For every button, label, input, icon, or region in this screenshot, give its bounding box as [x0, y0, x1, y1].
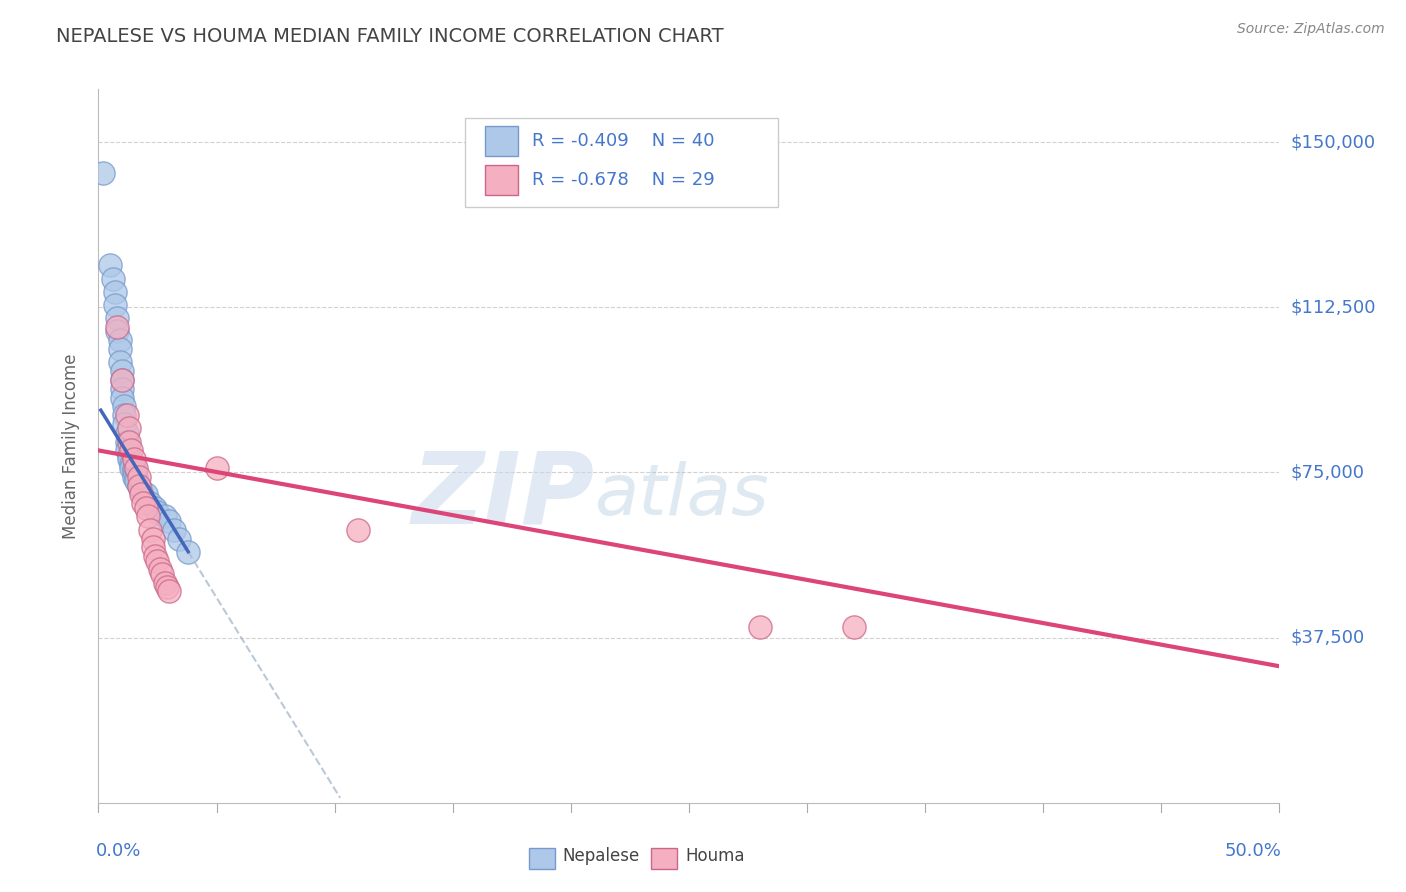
- Text: Source: ZipAtlas.com: Source: ZipAtlas.com: [1237, 22, 1385, 37]
- Text: atlas: atlas: [595, 461, 769, 531]
- Text: R = -0.678    N = 29: R = -0.678 N = 29: [531, 171, 714, 189]
- Point: [128, 478, 150, 492]
- Point: [105, 320, 128, 334]
- FancyBboxPatch shape: [464, 118, 778, 207]
- Point: [142, 532, 165, 546]
- Point: [347, 523, 370, 537]
- Point: [118, 448, 141, 462]
- Point: [108, 333, 131, 347]
- Point: [146, 553, 169, 567]
- Point: [112, 417, 135, 431]
- Point: [129, 487, 152, 501]
- FancyBboxPatch shape: [485, 127, 517, 156]
- Point: [115, 408, 138, 422]
- Point: [844, 619, 866, 633]
- Text: R = -0.409    N = 40: R = -0.409 N = 40: [531, 132, 714, 150]
- Point: [108, 355, 131, 369]
- Point: [748, 619, 770, 633]
- Point: [122, 461, 145, 475]
- Point: [98, 259, 121, 273]
- Point: [125, 470, 148, 484]
- Point: [111, 391, 134, 405]
- Point: [142, 541, 165, 555]
- Point: [150, 566, 173, 581]
- Point: [112, 400, 135, 414]
- Text: 50.0%: 50.0%: [1225, 842, 1282, 860]
- Point: [139, 496, 162, 510]
- FancyBboxPatch shape: [651, 847, 678, 869]
- Point: [143, 500, 166, 515]
- Point: [122, 470, 145, 484]
- Point: [111, 364, 134, 378]
- Point: [122, 452, 145, 467]
- Point: [111, 373, 134, 387]
- Text: $37,500: $37,500: [1291, 629, 1365, 647]
- Point: [115, 425, 138, 440]
- Point: [105, 311, 128, 326]
- Point: [104, 285, 127, 299]
- Point: [153, 575, 176, 590]
- Text: $112,500: $112,500: [1291, 298, 1376, 317]
- Y-axis label: Median Family Income: Median Family Income: [62, 353, 80, 539]
- Point: [91, 166, 114, 180]
- Point: [125, 461, 148, 475]
- Point: [143, 549, 166, 563]
- Point: [125, 475, 148, 489]
- Point: [177, 545, 200, 559]
- FancyBboxPatch shape: [530, 847, 555, 869]
- Text: NEPALESE VS HOUMA MEDIAN FAMILY INCOME CORRELATION CHART: NEPALESE VS HOUMA MEDIAN FAMILY INCOME C…: [56, 27, 724, 45]
- Point: [118, 452, 141, 467]
- Point: [129, 483, 152, 497]
- Text: Nepalese: Nepalese: [562, 847, 640, 865]
- Text: 0.0%: 0.0%: [96, 842, 142, 860]
- Point: [132, 496, 155, 510]
- Text: $150,000: $150,000: [1291, 133, 1375, 151]
- Point: [157, 584, 180, 599]
- Point: [118, 421, 141, 435]
- Point: [135, 500, 157, 515]
- Point: [146, 505, 169, 519]
- Point: [108, 342, 131, 356]
- Point: [121, 443, 143, 458]
- Text: Houma: Houma: [685, 847, 745, 865]
- FancyBboxPatch shape: [485, 165, 517, 194]
- Point: [121, 457, 143, 471]
- Point: [111, 373, 134, 387]
- Point: [112, 408, 135, 422]
- Point: [115, 434, 138, 449]
- Point: [122, 466, 145, 480]
- Point: [135, 487, 157, 501]
- Point: [163, 523, 186, 537]
- Point: [104, 298, 127, 312]
- Point: [121, 461, 143, 475]
- Point: [118, 434, 141, 449]
- Text: ZIP: ZIP: [412, 448, 595, 544]
- Point: [153, 509, 176, 524]
- Point: [205, 461, 228, 475]
- Text: $75,000: $75,000: [1291, 464, 1365, 482]
- Point: [115, 443, 138, 458]
- Point: [101, 271, 124, 285]
- Point: [149, 562, 172, 576]
- Point: [157, 514, 180, 528]
- Point: [128, 470, 150, 484]
- Point: [139, 523, 162, 537]
- Point: [167, 532, 190, 546]
- Point: [128, 478, 150, 492]
- Point: [136, 509, 159, 524]
- Point: [105, 325, 128, 339]
- Point: [111, 382, 134, 396]
- Point: [156, 580, 179, 594]
